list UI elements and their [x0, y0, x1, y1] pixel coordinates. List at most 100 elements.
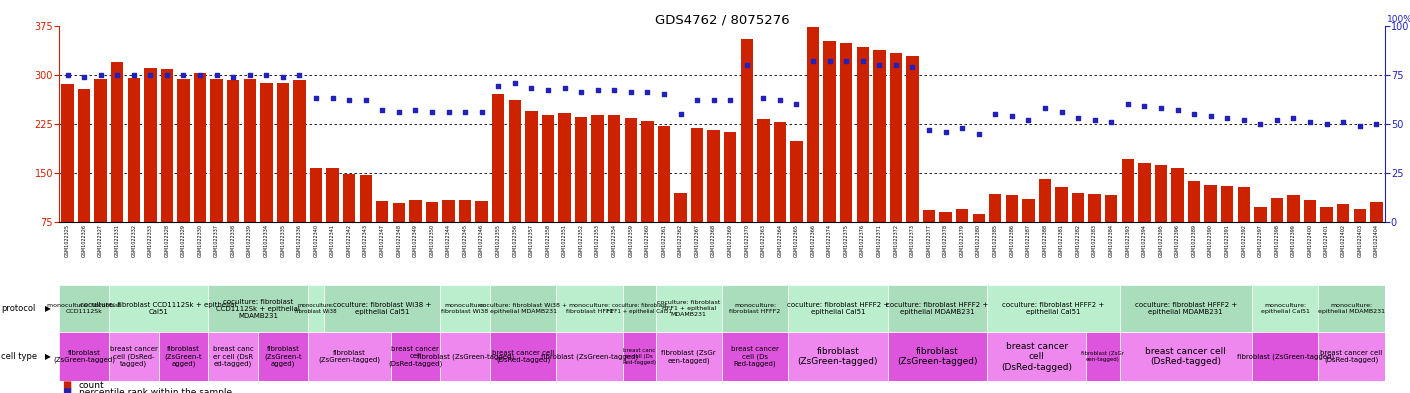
Bar: [1252, 285, 1318, 332]
Text: coculture: fibroblast
HFF1 + epithelial Cal51: coculture: fibroblast HFF1 + epithelial …: [606, 303, 671, 314]
Bar: [94, 79, 107, 222]
Text: GSM1022390: GSM1022390: [1208, 224, 1213, 257]
Point: [206, 72, 228, 78]
Point: [520, 85, 543, 92]
Text: GSM1022335: GSM1022335: [281, 224, 285, 257]
Text: breast cancer
cell
(DsRed-tagged): breast cancer cell (DsRed-tagged): [1001, 342, 1072, 371]
Bar: [1087, 332, 1120, 381]
Bar: [722, 332, 788, 381]
Text: coculture: fibroblast HFFF2 +
epithelial Cal51: coculture: fibroblast HFFF2 + epithelial…: [787, 302, 890, 315]
Bar: [244, 79, 257, 222]
Text: GSM1022334: GSM1022334: [264, 224, 269, 257]
Text: GSM1022358: GSM1022358: [546, 224, 550, 257]
Bar: [657, 126, 670, 222]
Bar: [1252, 332, 1318, 381]
Text: GSM1022345: GSM1022345: [462, 224, 468, 257]
Bar: [144, 68, 157, 222]
Point: [155, 72, 178, 78]
Text: GSM1022339: GSM1022339: [247, 224, 252, 257]
Bar: [343, 174, 355, 222]
Text: coculture: fibroblast HFFF2 +
epithelial MDAMB231: coculture: fibroblast HFFF2 + epithelial…: [1135, 302, 1237, 315]
Bar: [409, 200, 422, 222]
Text: fibroblast
(ZsGreen-t
agged): fibroblast (ZsGreen-t agged): [165, 346, 202, 367]
Text: GSM1022399: GSM1022399: [1292, 224, 1296, 257]
Point: [670, 111, 692, 117]
Bar: [642, 121, 654, 222]
Text: GSM1022394: GSM1022394: [1142, 224, 1146, 257]
Text: monoculture: fibroblast
CCD1112Sk: monoculture: fibroblast CCD1112Sk: [47, 303, 121, 314]
Bar: [625, 118, 637, 222]
Point: [802, 58, 825, 64]
Point: [1001, 113, 1024, 119]
Bar: [458, 200, 471, 222]
Text: GSM1022402: GSM1022402: [1341, 224, 1345, 257]
Point: [1017, 117, 1039, 123]
Bar: [1022, 199, 1035, 222]
Text: GSM1022391: GSM1022391: [1225, 224, 1230, 257]
Text: fibroblast (ZsGreen-tagged): fibroblast (ZsGreen-tagged): [1237, 353, 1334, 360]
Text: coculture: fibroblast Wi38 +
epithelial Cal51: coculture: fibroblast Wi38 + epithelial …: [333, 302, 431, 315]
Text: GSM1022342: GSM1022342: [347, 224, 351, 257]
Text: monoculture:
fibroblast Wi38: monoculture: fibroblast Wi38: [441, 303, 489, 314]
Text: GDS4762 / 8075276: GDS4762 / 8075276: [654, 14, 790, 27]
Text: ■: ■: [62, 387, 72, 393]
Bar: [210, 79, 223, 222]
Bar: [1121, 158, 1134, 222]
Text: coculture: fibroblast CCD1112Sk + epithelial
Cal51: coculture: fibroblast CCD1112Sk + epithe…: [80, 302, 237, 315]
Bar: [376, 201, 389, 222]
Text: GSM1022396: GSM1022396: [1175, 224, 1180, 257]
Bar: [59, 285, 109, 332]
Text: GSM1022360: GSM1022360: [644, 224, 650, 257]
Point: [1100, 119, 1122, 125]
Text: monoculture:
epithelial Cal51: monoculture: epithelial Cal51: [1261, 303, 1310, 314]
Text: GSM1022370: GSM1022370: [744, 224, 749, 257]
Text: fibroblast (ZsGr
een-tagged): fibroblast (ZsGr een-tagged): [1081, 351, 1124, 362]
Text: ▶: ▶: [45, 352, 51, 361]
Bar: [293, 80, 306, 222]
Point: [901, 64, 924, 70]
Bar: [1270, 198, 1283, 222]
Point: [1249, 121, 1272, 127]
Text: GSM1022397: GSM1022397: [1258, 224, 1263, 257]
Bar: [127, 78, 140, 222]
Text: percentile rank within the sample: percentile rank within the sample: [79, 388, 233, 393]
Bar: [360, 175, 372, 222]
Point: [1348, 123, 1371, 129]
Text: GSM1022366: GSM1022366: [811, 224, 815, 257]
Text: GSM1022373: GSM1022373: [909, 224, 915, 257]
Text: GSM1022356: GSM1022356: [512, 224, 517, 257]
Point: [1215, 115, 1238, 121]
Point: [537, 87, 560, 94]
Point: [172, 72, 195, 78]
Bar: [161, 70, 173, 222]
Text: GSM1022368: GSM1022368: [711, 224, 716, 257]
Point: [471, 109, 494, 115]
Text: GSM1022333: GSM1022333: [148, 224, 152, 257]
Bar: [391, 332, 440, 381]
Bar: [209, 332, 258, 381]
Point: [685, 97, 708, 103]
Text: fibroblast (ZsGr
een-tagged): fibroblast (ZsGr een-tagged): [661, 350, 716, 364]
Point: [1332, 119, 1355, 125]
Point: [140, 72, 162, 78]
Text: fibroblast
(ZsGreen-tagged): fibroblast (ZsGreen-tagged): [798, 347, 878, 366]
Text: GSM1022384: GSM1022384: [1108, 224, 1114, 257]
Bar: [541, 115, 554, 222]
Text: GSM1022348: GSM1022348: [396, 224, 402, 257]
Bar: [757, 119, 770, 222]
Point: [123, 72, 145, 78]
Text: GSM1022365: GSM1022365: [794, 224, 799, 257]
Text: GSM1022364: GSM1022364: [777, 224, 783, 257]
Bar: [873, 50, 885, 222]
Text: GSM1022375: GSM1022375: [843, 224, 849, 257]
Point: [56, 72, 79, 78]
Text: cell type: cell type: [1, 352, 38, 361]
Text: GSM1022393: GSM1022393: [1125, 224, 1131, 257]
Bar: [1354, 209, 1366, 222]
Text: GSM1022330: GSM1022330: [197, 224, 203, 257]
Bar: [623, 332, 656, 381]
Bar: [392, 203, 405, 222]
Bar: [227, 80, 240, 222]
Bar: [1072, 193, 1084, 222]
Point: [1365, 121, 1387, 127]
